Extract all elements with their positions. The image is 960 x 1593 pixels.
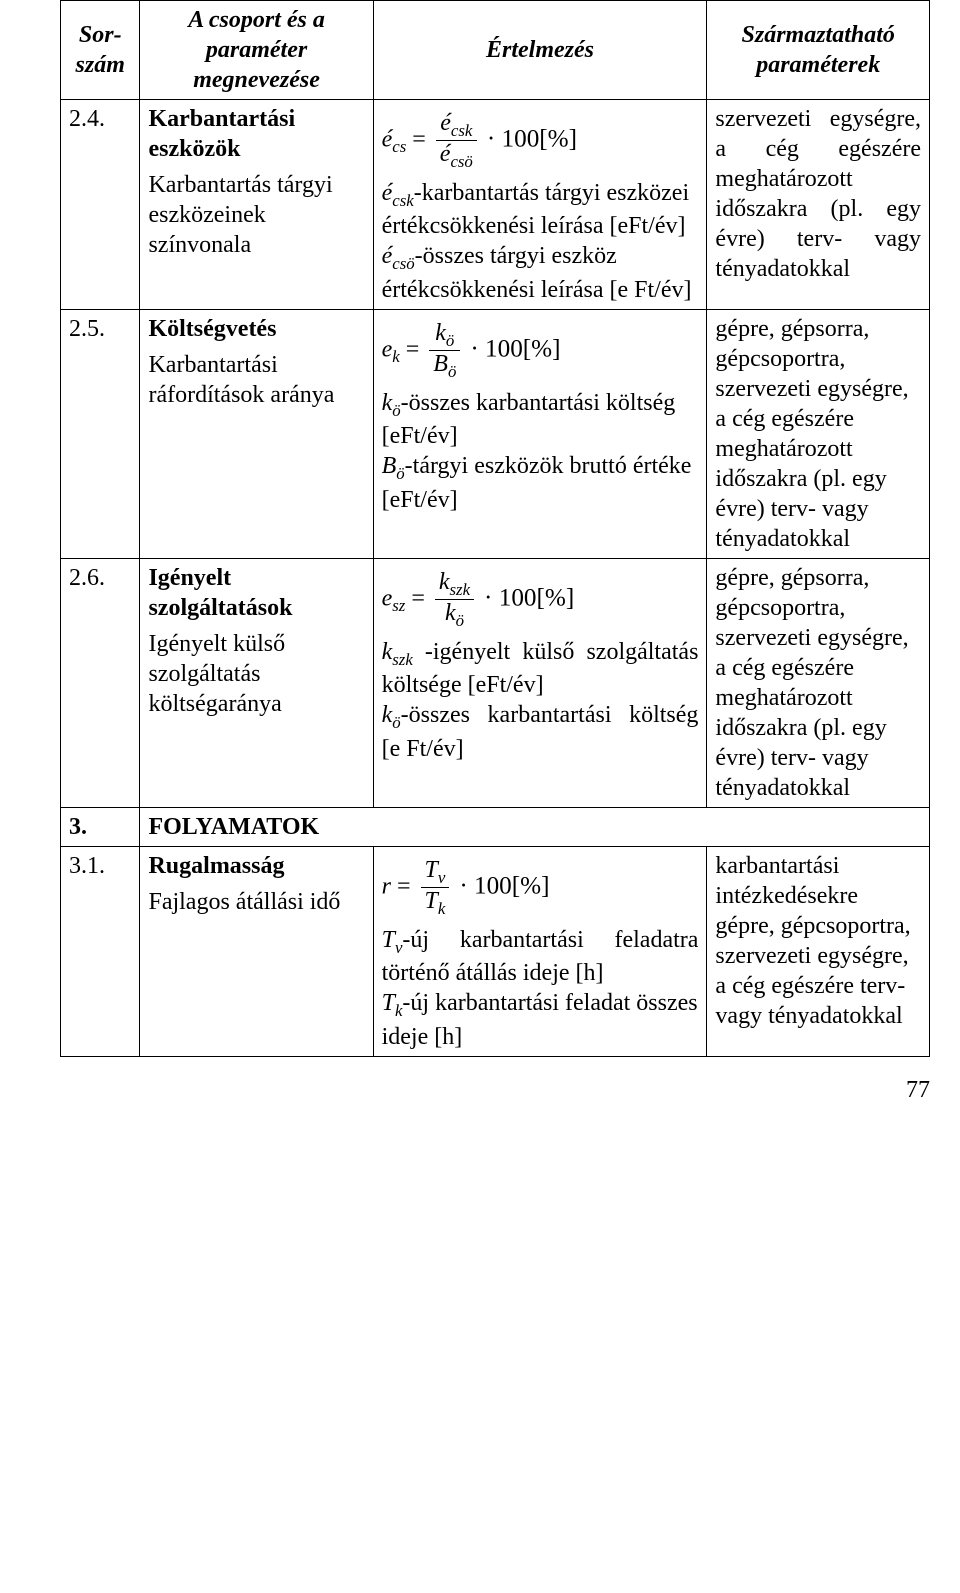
row-deriv: gépre, gépsorra, gépcsoportra, szervezet… xyxy=(707,559,930,808)
row-name-cell: Karbantartási eszközök Karbantartás tárg… xyxy=(140,100,373,310)
section-title: FOLYAMATOK xyxy=(140,808,930,847)
table-row: 3.1. Rugalmasság Fajlagos átállási idő r… xyxy=(61,847,930,1057)
desc-line: kö-összes karbantartási költség [eFt/év] xyxy=(382,388,699,452)
formula: esz = kszk kö · 100[%] xyxy=(382,569,699,631)
row-number: 2.4. xyxy=(61,100,140,310)
row-subtitle: Karbantartás tárgyi eszközeinek színvona… xyxy=(148,170,364,260)
row-number: 2.5. xyxy=(61,310,140,559)
row-subtitle: Fajlagos átállási idő xyxy=(148,887,364,917)
table-row: 2.6. Igényelt szolgáltatások Igényelt kü… xyxy=(61,559,930,808)
formula: r = Tv Tk · 100[%] xyxy=(382,857,699,919)
row-title: Karbantartási eszközök xyxy=(148,104,364,164)
row-title: Igényelt szolgáltatások xyxy=(148,563,364,623)
table-header-row: Sor-szám A csoport és a paraméter megnev… xyxy=(61,1,930,100)
desc-line: Tk-új karbantartási feladat összes ideje… xyxy=(382,988,699,1052)
row-title: Költségvetés xyxy=(148,314,364,344)
header-ertelmezes: Értelmezés xyxy=(373,1,707,100)
section-number: 3. xyxy=(61,808,140,847)
section-row: 3. FOLYAMATOK xyxy=(61,808,930,847)
row-desc-cell: r = Tv Tk · 100[%] Tv-új karbantartási f… xyxy=(373,847,707,1057)
row-number: 3.1. xyxy=(61,847,140,1057)
header-szarmaztathato: Származtatható paraméterek xyxy=(707,1,930,100)
row-deriv: gépre, gépsorra, gépcsoportra, szervezet… xyxy=(707,310,930,559)
parameter-table: Sor-szám A csoport és a paraméter megnev… xyxy=(60,0,930,1057)
row-subtitle: Karbantartási ráfordítások aránya xyxy=(148,350,364,410)
row-desc-cell: esz = kszk kö · 100[%] kszk -igényelt kü… xyxy=(373,559,707,808)
row-title: Rugalmasság xyxy=(148,851,364,881)
desc-line: Tv-új karbantartási feladatra történő át… xyxy=(382,925,699,989)
formula: écs = écsk écsö · 100[%] xyxy=(382,110,699,172)
row-name-cell: Igényelt szolgáltatások Igényelt külső s… xyxy=(140,559,373,808)
header-group-param: A csoport és a paraméter megnevezése xyxy=(140,1,373,100)
desc-line: kszk -igényelt külső szolgáltatás költsé… xyxy=(382,637,699,701)
desc-line: écsö-összes tárgyi eszköz értékcsökkenés… xyxy=(382,241,699,305)
row-desc-cell: ek = kö Bö · 100[%] kö-összes karbantart… xyxy=(373,310,707,559)
row-deriv: szervezeti egységre, a cég egészére megh… xyxy=(707,100,930,310)
row-deriv: karbantartási intézkedésekre gépre, gépc… xyxy=(707,847,930,1057)
table-row: 2.4. Karbantartási eszközök Karbantartás… xyxy=(61,100,930,310)
formula: ek = kö Bö · 100[%] xyxy=(382,320,699,382)
row-number: 2.6. xyxy=(61,559,140,808)
row-name-cell: Rugalmasság Fajlagos átállási idő xyxy=(140,847,373,1057)
row-desc-cell: écs = écsk écsö · 100[%] écsk-karbantart… xyxy=(373,100,707,310)
desc-line: Bö-tárgyi eszközök bruttó értéke [eFt/év… xyxy=(382,451,699,515)
row-name-cell: Költségvetés Karbantartási ráfordítások … xyxy=(140,310,373,559)
document-page: Sor-szám A csoport és a paraméter megnev… xyxy=(0,0,960,1124)
header-sorszam: Sor-szám xyxy=(61,1,140,100)
desc-line: kö-összes karbantartási költség [e Ft/év… xyxy=(382,700,699,764)
page-number: 77 xyxy=(60,1077,930,1104)
table-row: 2.5. Költségvetés Karbantartási ráfordít… xyxy=(61,310,930,559)
row-subtitle: Igényelt külső szolgáltatás költségarány… xyxy=(148,629,364,719)
desc-line: écsk-karbantartás tárgyi eszközei értékc… xyxy=(382,178,699,242)
